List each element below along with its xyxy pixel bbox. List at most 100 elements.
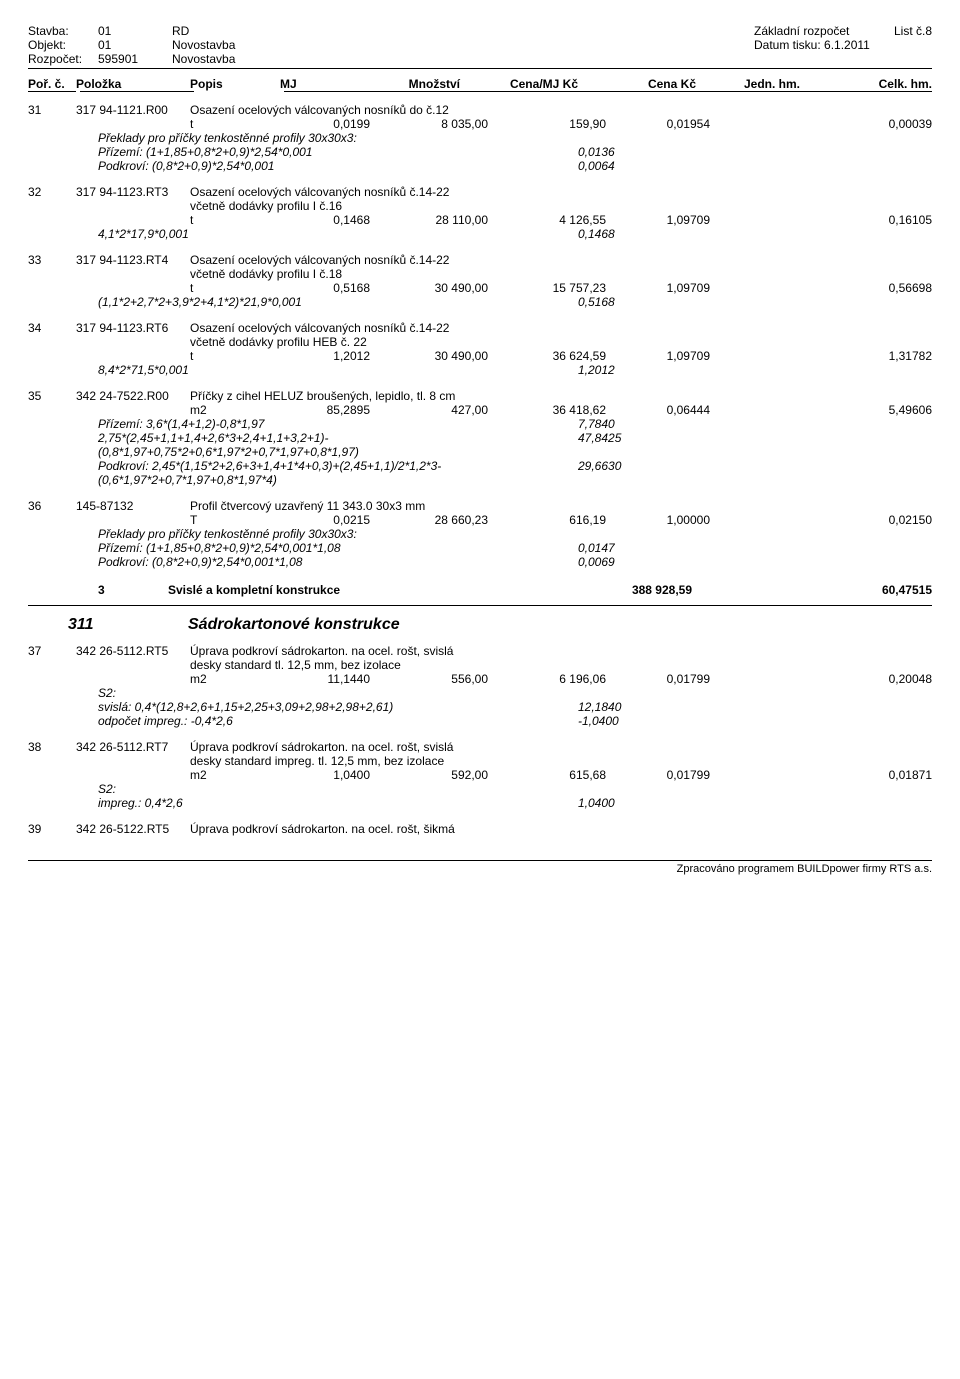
datum: 6.1.2011 [824,38,870,52]
unit-cost: 4 126,55 [488,213,606,227]
row-idx: 35 [28,389,76,403]
rozpocet-name: Novostavba [172,52,235,66]
calc-val: 47,8425 [578,431,621,445]
unit-chm: 0,02150 [710,513,932,527]
unit-jhm: 1,09709 [606,213,710,227]
unit-cost: 615,68 [488,768,606,782]
row-desc: Příčky z cihel HELUZ broušených, lepidlo… [190,389,932,403]
calc-note: 2,75*(2,45+1,1+1,4+2,6*3+2,4+1,1+3,2+1)- [98,431,578,445]
row-code: 317 94-1121.R00 [76,103,190,117]
header-right: Základní rozpočetList č.8 Datum tisku: 6… [754,24,932,66]
calc-note: S2: [98,782,578,796]
row-code: 317 94-1123.RT4 [76,253,190,267]
row-desc: Osazení ocelových válcovaných nosníků do… [190,103,932,117]
unit-qty: 0,0199 [250,117,370,131]
table-row: 32317 94-1123.RT3Osazení ocelových válco… [28,185,932,241]
lbl-objekt: Objekt: [28,38,98,52]
objekt-code: 01 [98,38,172,52]
table-row: 37342 26-5112.RT5Úprava podkroví sádroka… [28,644,932,728]
table-row: 34317 94-1123.RT6Osazení ocelových válco… [28,321,932,377]
row-desc: Úprava podkroví sádrokarton. na ocel. ro… [190,644,932,658]
row-idx: 36 [28,499,76,513]
calc-note: Podkroví: (0,8*2+0,9)*2,54*0,001 [98,159,578,173]
calc-val: 12,1840 [578,700,621,714]
row-code: 145-87132 [76,499,190,513]
calc-note: (0,8*1,97+0,75*2+0,6*1,97*2+0,7*1,97+0,8… [98,445,578,459]
table-row: 35342 24-7522.R00Příčky z cihel HELUZ br… [28,389,932,487]
row-desc: Úprava podkroví sádrokarton. na ocel. ro… [190,822,932,836]
row-idx: 37 [28,644,76,658]
unit-price: 8 035,00 [370,117,488,131]
unit-price: 427,00 [370,403,488,417]
header: Stavba:01RD Objekt:01Novostavba Rozpočet… [28,24,932,69]
unit-mj: T [190,513,250,527]
unit-price: 30 490,00 [370,281,488,295]
calc-note: 4,1*2*17,9*0,001 [98,227,578,241]
unit-jhm: 1,00000 [606,513,710,527]
row-idx: 39 [28,822,76,836]
col-mnozstvi: Množství [340,77,460,91]
unit-cost: 36 418,62 [488,403,606,417]
lbl-rozpocet: Rozpočet: [28,52,98,66]
row-sub: desky standard impreg. tl. 12,5 mm, bez … [28,754,932,768]
calc-note: Přízemí: (1+1,85+0,8*2+0,9)*2,54*0,001 [98,145,578,159]
unit-mj: m2 [190,768,250,782]
calc-val: 0,5168 [578,295,615,309]
col-mj: MJ [280,77,340,91]
col-jhm: Jedn. hm. [696,77,800,91]
row-desc: Osazení ocelových válcovaných nosníků č.… [190,185,932,199]
row-idx: 38 [28,740,76,754]
table-row: 38342 26-5112.RT7Úprava podkroví sádroka… [28,740,932,810]
unit-jhm: 0,01799 [606,768,710,782]
unit-cost: 15 757,23 [488,281,606,295]
unit-chm: 0,01871 [710,768,932,782]
stavba-name: RD [172,24,189,38]
table-row: 31317 94-1121.R00Osazení ocelových válco… [28,103,932,173]
col-cenamj: Cena/MJ Kč [460,77,578,91]
unit-qty: 1,0400 [250,768,370,782]
calc-note: impreg.: 0,4*2,6 [98,796,578,810]
table-row: 39342 26-5122.RT5Úprava podkroví sádroka… [28,822,932,836]
unit-mj: t [190,349,250,363]
sec3-title: Svislé a kompletní konstrukce [168,583,562,597]
unit-mj: m2 [190,403,250,417]
unit-cost: 36 624,59 [488,349,606,363]
calc-note: 8,4*2*71,5*0,001 [98,363,578,377]
unit-jhm: 1,09709 [606,349,710,363]
unit-qty: 85,2895 [250,403,370,417]
objekt-name: Novostavba [172,38,235,52]
unit-chm: 1,31782 [710,349,932,363]
row-idx: 34 [28,321,76,335]
unit-chm: 0,16105 [710,213,932,227]
unit-price: 28 110,00 [370,213,488,227]
header-left: Stavba:01RD Objekt:01Novostavba Rozpočet… [28,24,754,66]
calc-note: odpočet impreg.: -0,4*2,6 [98,714,578,728]
unit-chm: 0,56698 [710,281,932,295]
unit-jhm: 0,01799 [606,672,710,686]
unit-chm: 5,49606 [710,403,932,417]
unit-price: 30 490,00 [370,349,488,363]
unit-cost: 6 196,06 [488,672,606,686]
col-polozka: Položka [76,77,190,91]
calc-val: 29,6630 [578,459,621,473]
sec3-sum: 388 928,59 [562,583,812,597]
calc-val: 0,0136 [578,145,615,159]
calc-val: -1,0400 [578,714,619,728]
datum-lbl: Datum tisku: [754,38,821,52]
row-sub: včetně dodávky profilu I č.16 [28,199,932,213]
calc-val: 1,2012 [578,363,615,377]
sec3-idx: 3 [28,583,168,597]
row-code: 342 26-5112.RT7 [76,740,190,754]
rozpocet-code: 595901 [98,52,172,66]
unit-chm: 0,20048 [710,672,932,686]
calc-note: Podkroví: (0,8*2+0,9)*2,54*0,001*1,08 [98,555,578,569]
unit-jhm: 0,01954 [606,117,710,131]
unit-mj: t [190,281,250,295]
column-headers: Poř. č. Položka Popis MJ Množství Cena/M… [28,77,932,91]
stavba-code: 01 [98,24,172,38]
section-3-summary: 3 Svislé a kompletní konstrukce 388 928,… [28,583,932,597]
unit-price: 592,00 [370,768,488,782]
calc-note: Přízemí: 3,6*(1,4+1,2)-0,8*1,97 [98,417,578,431]
sec3-hm: 60,47515 [812,583,932,597]
unit-qty: 0,0215 [250,513,370,527]
